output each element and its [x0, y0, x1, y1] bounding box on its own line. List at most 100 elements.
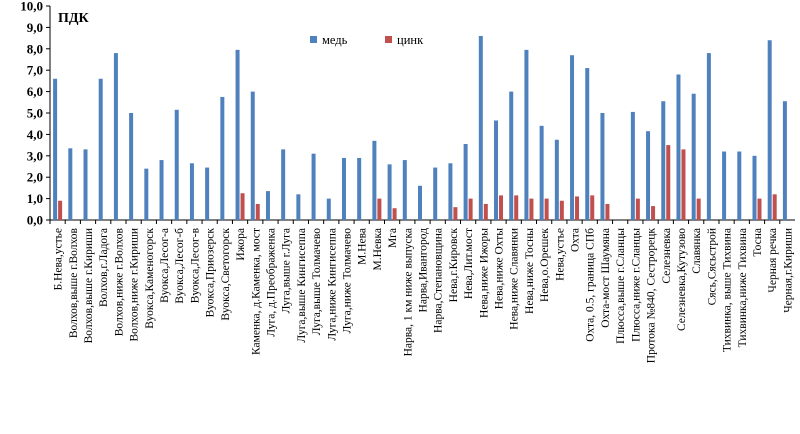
x-category-label: Нева,ниже Охты: [494, 228, 506, 310]
bar-med: [372, 140, 377, 220]
bar-med: [661, 101, 666, 220]
bar-tsink: [468, 198, 473, 220]
bar-tsink: [240, 193, 245, 220]
x-category-label: Волхов,ниже г.Кириши: [129, 228, 141, 342]
x-category-label: Протока №840, Сестрорецк: [646, 228, 658, 364]
bar-tsink: [559, 200, 564, 220]
x-category-label: Вуокса,Лесог-б: [174, 228, 186, 304]
bar-tsink: [590, 195, 595, 220]
bar-med: [737, 151, 742, 220]
x-category-label: Тосна: [752, 228, 764, 257]
bar-tsink: [635, 198, 640, 220]
legend-swatch: [385, 36, 392, 43]
bar-med: [630, 111, 635, 220]
x-category-label: Вуокса,Светогорск: [220, 228, 232, 321]
x-category-label: Луга,выше Кингисеппа: [296, 228, 308, 343]
bar-med: [463, 144, 468, 220]
bar-med: [144, 168, 149, 220]
y-tick-label: 8,0: [27, 41, 43, 56]
legend: медь цинк: [310, 33, 424, 47]
x-category-label: Луга,выше г.Луга: [281, 228, 293, 313]
x-category-label: Плюсса,выше г.Сланцы: [615, 228, 627, 344]
legend-label: цинк: [397, 33, 424, 47]
x-category-label: М.Невка: [372, 228, 384, 270]
bar-med: [129, 113, 134, 220]
bar-med: [83, 149, 88, 220]
x-category-label: Селезневка,Кутузово: [676, 228, 688, 331]
x-category-label: Нева,ниже Ижоры: [478, 228, 490, 318]
bar-tsink: [377, 198, 382, 220]
x-category-label: Тихвинка, выше Тихвина: [722, 228, 734, 352]
x-category-label: Волхов,выше г.Кириши: [83, 228, 95, 343]
bar-med: [387, 164, 392, 220]
bar-med: [357, 157, 362, 220]
bar-tsink: [392, 208, 397, 220]
legend-label: медь: [322, 33, 348, 47]
y-tick-label: 4,0: [27, 127, 43, 142]
x-category-label: Луга, д.Преображенка: [265, 228, 277, 337]
x-category-label: Тихвинка,ниже Тихвина: [737, 228, 749, 347]
bar-med: [433, 167, 438, 220]
x-category-label: Луга,ниже Толмачево: [341, 228, 353, 334]
y-tick-label: 2,0: [27, 170, 43, 185]
bar-med: [752, 155, 757, 220]
x-category-label: Черная речка: [767, 228, 779, 293]
bar-tsink: [575, 196, 580, 220]
bar-med: [402, 160, 407, 220]
bar-tsink: [666, 145, 671, 220]
bar-med: [676, 74, 681, 220]
bar-med: [585, 68, 590, 220]
x-category-label: Нева,о.Орешек: [539, 228, 551, 302]
bar-tsink: [255, 203, 260, 220]
chart-title: ПДК: [58, 11, 90, 26]
bar-tsink: [544, 198, 549, 220]
x-category-label: Сясь,Сясьстрой: [706, 228, 718, 305]
bar-med: [311, 153, 316, 220]
bar-tsink: [651, 206, 656, 220]
bar-tsink: [483, 203, 488, 220]
x-category-label: Славянка: [691, 228, 703, 274]
bar-med: [539, 125, 544, 220]
bar-med: [767, 40, 772, 220]
bar-tsink: [453, 207, 458, 220]
y-tick-label: 0,0: [27, 213, 43, 228]
bar-med: [265, 191, 270, 220]
bar-med: [341, 157, 346, 220]
y-axis: 0,0 1,0 2,0 3,0 4,0 5,0 6,0 7,0 8,0 9,0 10,0: [20, 0, 795, 228]
x-axis-labels: Б.Нева,устье Волхов,выше г.Волхов Волхов,в…: [53, 227, 795, 363]
bar-med: [113, 53, 118, 220]
bar-med: [448, 163, 453, 220]
x-category-label: Охта-мост Шаумяна: [600, 228, 612, 328]
x-category-label: Нева,г.Кировск: [448, 228, 460, 303]
y-tick-label: 6,0: [27, 84, 43, 99]
y-tick-label: 9,0: [27, 20, 43, 35]
x-category-label: Черная,г.Кириши: [782, 228, 794, 313]
bar-med: [706, 53, 711, 220]
bar-med: [782, 101, 787, 220]
bar-med: [250, 91, 255, 220]
y-tick-label: 5,0: [27, 106, 43, 121]
x-category-label: Нарва, 1 км ниже выпуска: [402, 228, 414, 356]
x-category-label: Охта: [570, 228, 582, 252]
x-category-label: Луга,выше Толмачево: [311, 228, 323, 336]
x-category-label: Волхов,выше г.Волхов: [68, 227, 80, 338]
bar-med: [53, 78, 58, 220]
x-category-label: Селезневка: [661, 228, 673, 284]
x-category-label: Нева,устье: [554, 228, 566, 281]
bar-med: [418, 185, 422, 220]
bar-tsink: [757, 198, 762, 220]
x-category-label: Волхов,г.Ладога: [98, 228, 110, 307]
bar-med: [205, 167, 210, 220]
x-category-label: Волхов,ниже г.Волхов: [113, 227, 125, 336]
bar-med: [722, 151, 727, 220]
bar-med: [646, 131, 651, 220]
bar-med: [159, 160, 164, 220]
y-tick-label: 1,0: [27, 191, 43, 206]
x-category-label: Каменка, д.Каменка, мост: [250, 228, 262, 355]
bar-med: [570, 55, 575, 220]
bar-tsink: [772, 194, 777, 220]
bar-tsink: [605, 203, 610, 220]
x-category-label: Вуокса,Лесог-в: [189, 227, 201, 303]
x-category-label: Нева,Лит.мост: [463, 228, 475, 299]
